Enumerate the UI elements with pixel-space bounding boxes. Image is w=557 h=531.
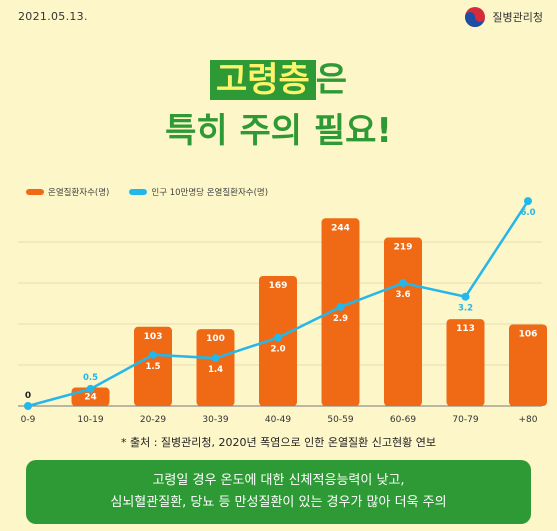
legend-label-line: 인구 10만명당 온열질환자수(명) (151, 188, 269, 198)
bar-value-label: 169 (269, 281, 288, 291)
legend-item-line: 인구 10만명당 온열질환자수(명) (129, 186, 268, 198)
bar-value-label: 0 (25, 391, 31, 401)
line-point (24, 402, 32, 410)
bar-value-label: 219 (394, 243, 413, 253)
line-point (86, 384, 95, 393)
bar-60-69 (384, 237, 422, 406)
bar-value-label: 244 (331, 223, 350, 233)
bar-50-59 (321, 218, 360, 406)
date-label: 2021.05.13. (18, 10, 88, 23)
agency-name: 질병관리청 (492, 11, 543, 24)
line-value-label: 6.0 (520, 208, 535, 218)
x-tick-label: 70-79 (452, 415, 478, 425)
bar-value-label: 103 (144, 332, 163, 342)
page-title-line1: 고령층 은 (0, 58, 557, 102)
line-value-label: 1.5 (145, 362, 160, 372)
bar-20-29 (134, 326, 172, 406)
line-point (149, 350, 157, 359)
x-tick-label: 40-49 (265, 415, 291, 425)
line-point (211, 354, 220, 363)
line-point (274, 333, 282, 342)
x-tick-label: 20-29 (140, 415, 166, 425)
line-value-label: 2.0 (270, 345, 285, 355)
line-point (399, 279, 407, 288)
agency-logo: 질병관리청 (464, 6, 543, 28)
line-value-label: 3.6 (395, 290, 410, 300)
legend-swatch-line (129, 189, 148, 195)
line-value-label: 0.5 (83, 373, 98, 383)
x-tick-label: 30-39 (202, 415, 228, 425)
line-value-label: 2.9 (333, 314, 348, 324)
page-title-line2: 특히 주의 필요! (165, 111, 392, 151)
banner-line1: 고령일 경우 온도에 대한 신체적응능력이 낮고, (152, 473, 405, 488)
bar-value-label: 24 (84, 393, 97, 403)
source-note: * 출처 : 질병관리청, 2020년 폭염으로 인한 온열질환 신고현황 연보 (120, 436, 437, 449)
line-value-label: 3.2 (458, 304, 473, 314)
legend-swatch-bar (26, 189, 44, 195)
banner-line2: 심뇌혈관질환, 당뇨 등 만성질환이 있는 경우가 많아 더욱 주의 (110, 495, 447, 510)
x-tick-label: 60-69 (390, 415, 416, 425)
chart-legend: 온열질환자수(명) 인구 10만명당 온열질환자수(명) (26, 186, 268, 198)
notice-banner: 고령일 경우 온도에 대한 신체적응능력이 낮고, 심뇌혈관질환, 당뇨 등 만… (26, 460, 531, 524)
title-line1-rest: 은 (315, 60, 348, 100)
bar-+80 (509, 324, 547, 406)
x-tick-label: 10-19 (77, 415, 103, 425)
title-highlight: 고령층 (209, 60, 316, 100)
bar-value-label: 106 (519, 329, 538, 339)
x-tick-label: 0-9 (21, 415, 36, 425)
line-point (336, 302, 345, 311)
bar-value-label: 113 (456, 324, 475, 334)
line-value-label: 1.4 (208, 365, 223, 375)
legend-label-bar: 온열질환자수(명) (48, 188, 110, 198)
x-tick-label: +80 (519, 415, 538, 425)
x-tick-label: 50-59 (327, 415, 353, 425)
bar-value-label: 100 (206, 334, 225, 344)
line-point (524, 197, 532, 206)
legend-item-bar: 온열질환자수(명) (26, 186, 109, 198)
bar-70-79 (446, 319, 485, 406)
line-point (461, 292, 470, 301)
bar-30-39 (196, 329, 235, 406)
taegeuk-icon (465, 7, 486, 27)
